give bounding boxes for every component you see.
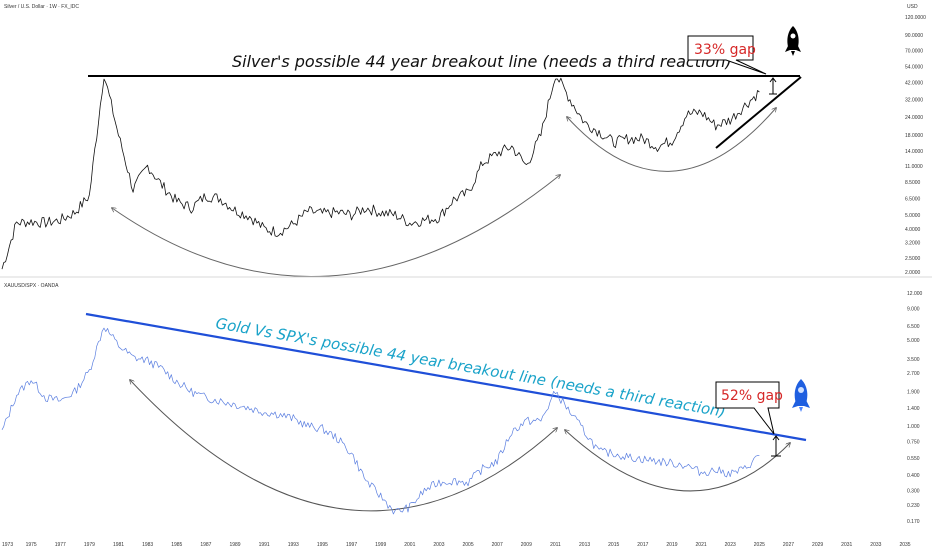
gold-spx-y-tick-label: 6.500 bbox=[907, 324, 920, 330]
gold-spx-cup-arc-2 bbox=[565, 430, 790, 492]
x-tick-label: 2035 bbox=[899, 542, 910, 548]
gold-spx-cup-arc-1 bbox=[130, 380, 557, 512]
silver-gap-callout: 33% gap bbox=[687, 35, 767, 75]
gold-spx-panel: XAUUSD/SPX · OANDA 12.000 9.000 6.500 5.000… bbox=[1, 283, 923, 548]
gold-spx-y-tick-label: 0.400 bbox=[907, 473, 920, 479]
x-tick-label: 2007 bbox=[492, 542, 503, 548]
x-tick-label: 1997 bbox=[346, 542, 357, 548]
x-tick-label: 2009 bbox=[521, 542, 532, 548]
gold-spx-annotation-title: Gold Vs SPX's possible 44 year breakout … bbox=[214, 314, 727, 421]
gold-spx-ratio-series bbox=[1, 327, 760, 515]
gold-spx-symbol-label: XAUUSD/SPX · OANDA bbox=[4, 283, 59, 289]
silver-annotation-title: Silver's possible 44 year breakout line … bbox=[232, 52, 732, 71]
x-tick-label: 2025 bbox=[754, 542, 765, 548]
gold-spx-y-tick-label: 5.000 bbox=[907, 338, 920, 344]
gold-spx-y-tick-label: 3.500 bbox=[907, 357, 920, 363]
silver-panel: Silver / U.S. Dollar · 1W · FX_IDC USD 1… bbox=[1, 4, 926, 277]
x-tick-label: 2021 bbox=[696, 542, 707, 548]
x-tick-label: 2033 bbox=[870, 542, 881, 548]
gold-spx-gap-callout: 52% gap bbox=[715, 381, 783, 435]
x-tick-label: 2013 bbox=[579, 542, 590, 548]
x-tick-label: 2003 bbox=[433, 542, 444, 548]
silver-support-trendline bbox=[715, 76, 802, 149]
x-tick-label: 2001 bbox=[404, 542, 415, 548]
x-tick-label: 1975 bbox=[26, 542, 37, 548]
x-tick-label: 2031 bbox=[841, 542, 852, 548]
x-tick-label: 2029 bbox=[812, 542, 823, 548]
silver-gap-measure bbox=[769, 77, 777, 95]
silver-y-tick-label: 2.5000 bbox=[905, 256, 921, 262]
x-tick-label: 1985 bbox=[171, 542, 182, 548]
gold-spx-y-tick-label: 0.300 bbox=[907, 489, 920, 495]
gold-spx-y-tick-label: 1.900 bbox=[907, 390, 920, 396]
silver-y-tick-label: 120.0000 bbox=[905, 15, 926, 21]
silver-y-tick-label: 32.0000 bbox=[905, 97, 923, 103]
silver-y-tick-label: 14.0000 bbox=[905, 149, 923, 155]
gold-spx-y-tick-label: 1.000 bbox=[907, 424, 920, 430]
silver-y-tick-label: 42.0000 bbox=[905, 80, 923, 86]
x-tick-label: 1973 bbox=[2, 542, 13, 548]
gold-spx-gap-label: 52% gap bbox=[721, 388, 783, 404]
x-tick-label: 2027 bbox=[783, 542, 794, 548]
x-tick-label: 1979 bbox=[84, 542, 95, 548]
gold-spx-y-tick-label: 2.700 bbox=[907, 371, 920, 377]
silver-cup-arc-1 bbox=[112, 175, 560, 277]
x-tick-label: 1993 bbox=[288, 542, 299, 548]
silver-gap-label: 33% gap bbox=[694, 42, 756, 58]
x-tick-label: 2011 bbox=[550, 542, 561, 548]
gold-spx-y-tick-label: 1.400 bbox=[907, 406, 920, 412]
x-tick-label: 2017 bbox=[637, 542, 648, 548]
silver-y-tick-label: 70.0000 bbox=[905, 49, 923, 55]
x-axis: 1973 1975 1977 1979 1981 1983 1985 1987 1989 1991… bbox=[2, 542, 911, 548]
rocket-icon bbox=[785, 26, 801, 56]
silver-y-axis: 120.0000 90.0000 70.0000 54.0000 42.0000 32.0… bbox=[905, 15, 926, 276]
x-tick-label: 1991 bbox=[259, 542, 270, 548]
gold-spx-y-axis: 12.000 9.000 6.500 5.000 3.500 2.700 1.900 1.40… bbox=[907, 291, 923, 525]
x-tick-label: 1987 bbox=[200, 542, 211, 548]
gold-spx-y-tick-label: 0.170 bbox=[907, 519, 920, 525]
x-tick-label: 2023 bbox=[725, 542, 736, 548]
x-tick-label: 1983 bbox=[142, 542, 153, 548]
x-tick-label: 2019 bbox=[666, 542, 677, 548]
silver-cup-arc-2 bbox=[567, 108, 776, 172]
x-tick-label: 1989 bbox=[229, 542, 240, 548]
silver-y-tick-label: 2.0000 bbox=[905, 270, 921, 276]
silver-axis-unit: USD bbox=[907, 4, 918, 10]
silver-y-tick-label: 90.0000 bbox=[905, 33, 923, 39]
x-tick-label: 2015 bbox=[608, 542, 619, 548]
silver-y-tick-label: 3.2000 bbox=[905, 241, 921, 247]
x-tick-label: 1995 bbox=[317, 542, 328, 548]
gold-spx-gap-measure bbox=[771, 435, 781, 457]
silver-y-tick-label: 4.0000 bbox=[905, 227, 921, 233]
silver-y-tick-label: 54.0000 bbox=[905, 65, 923, 71]
silver-y-tick-label: 24.0000 bbox=[905, 115, 923, 121]
x-tick-label: 1977 bbox=[55, 542, 66, 548]
gold-spx-y-tick-label: 9.000 bbox=[907, 306, 920, 312]
gold-spx-y-tick-label: 0.550 bbox=[907, 456, 920, 462]
x-tick-label: 1981 bbox=[113, 542, 124, 548]
gold-spx-y-tick-label: 0.750 bbox=[907, 440, 920, 446]
silver-y-tick-label: 6.5000 bbox=[905, 197, 921, 203]
silver-price-series bbox=[1, 77, 760, 270]
x-tick-label: 1999 bbox=[375, 542, 386, 548]
silver-y-tick-label: 18.0000 bbox=[905, 133, 923, 139]
rocket-icon bbox=[792, 379, 810, 412]
silver-y-tick-label: 8.5000 bbox=[905, 180, 921, 186]
x-tick-label: 2005 bbox=[463, 542, 474, 548]
gold-spx-y-tick-label: 12.000 bbox=[907, 291, 923, 297]
gold-spx-breakout-line bbox=[85, 312, 807, 442]
silver-symbol-label: Silver / U.S. Dollar · 1W · FX_IDC bbox=[4, 4, 79, 10]
gold-spx-y-tick-label: 0.230 bbox=[907, 503, 920, 509]
silver-y-tick-label: 5.0000 bbox=[905, 213, 921, 219]
silver-y-tick-label: 11.0000 bbox=[905, 164, 923, 170]
